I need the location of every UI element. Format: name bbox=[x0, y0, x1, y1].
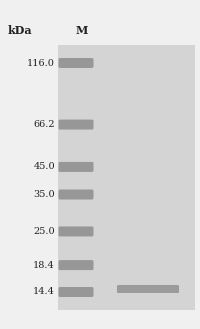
Text: kDa: kDa bbox=[8, 24, 33, 36]
FancyBboxPatch shape bbox=[58, 58, 94, 68]
FancyBboxPatch shape bbox=[58, 287, 94, 297]
Text: 66.2: 66.2 bbox=[33, 120, 55, 129]
Text: M: M bbox=[76, 24, 88, 36]
Text: 116.0: 116.0 bbox=[27, 59, 55, 67]
Text: 35.0: 35.0 bbox=[33, 190, 55, 199]
Text: 25.0: 25.0 bbox=[33, 227, 55, 236]
FancyBboxPatch shape bbox=[58, 260, 94, 270]
FancyBboxPatch shape bbox=[58, 226, 94, 237]
Text: 14.4: 14.4 bbox=[33, 288, 55, 296]
FancyBboxPatch shape bbox=[117, 285, 179, 293]
Text: 18.4: 18.4 bbox=[33, 261, 55, 269]
FancyBboxPatch shape bbox=[58, 119, 94, 130]
FancyBboxPatch shape bbox=[58, 162, 94, 172]
Text: 45.0: 45.0 bbox=[33, 163, 55, 171]
FancyBboxPatch shape bbox=[58, 190, 94, 199]
Bar bbox=[58, 45, 195, 310]
